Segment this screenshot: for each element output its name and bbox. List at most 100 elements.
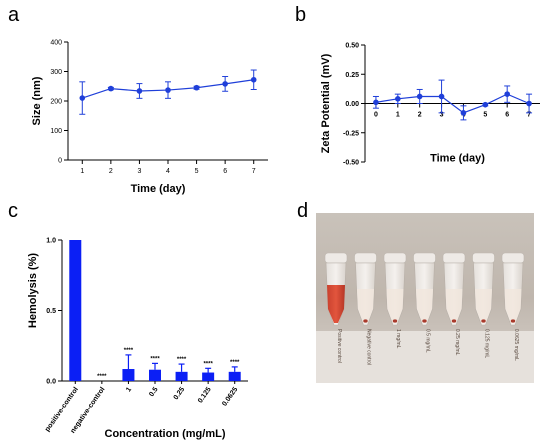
chart-b: 0.500.250.00-0.25-0.5001234567Time (day)… [320, 43, 540, 167]
pellet [481, 319, 486, 323]
data-point [136, 88, 143, 94]
tube-cap [354, 252, 377, 264]
data-point [416, 93, 423, 100]
photo-bench [316, 331, 534, 383]
tube-cap [383, 252, 407, 264]
x-tick-label: 0.125 [197, 386, 213, 404]
tube-cap [472, 252, 495, 264]
x-tick-label: 2 [418, 112, 422, 119]
significance-label: **** [150, 356, 160, 362]
clear-solution [386, 289, 404, 323]
data-point [79, 95, 86, 101]
clear-solution [416, 289, 433, 323]
tube-cap [442, 252, 466, 264]
panel-letter-b: b [295, 4, 307, 26]
x-tick-label: 6 [223, 168, 227, 175]
chart-c: 0.0 0.5 1.0 Hemolysis (%) Concentration (mg/… [27, 238, 248, 440]
x-tick-label: 7 [527, 112, 531, 119]
data-point [222, 81, 228, 87]
tube: 1 mg/mL [383, 252, 407, 349]
tube: Negative control [354, 252, 377, 365]
pellet [510, 319, 516, 323]
bar [122, 369, 135, 381]
tube: 0.125 mg/mL [472, 252, 495, 358]
data-point [504, 91, 510, 97]
tube-label: Positive control [336, 329, 342, 363]
x-tick-label: 5 [195, 168, 199, 175]
pellet [392, 319, 398, 323]
series-line [375, 93, 530, 114]
pellet [363, 319, 368, 323]
chart-a: 0 100 200 300 400 1 2 3 4 5 6 7 Time (day) Size (nm) [31, 40, 268, 195]
x-tick-label: 0 [374, 112, 378, 119]
tube: 0.25 mg/mL [442, 252, 466, 356]
y-tick-label: 0.50 [345, 43, 359, 50]
x-tick-label: 6 [505, 112, 509, 119]
tube-label: 1 mg/mL [395, 329, 401, 349]
tube-label: 0.25 mg/mL [454, 329, 460, 356]
bar [149, 369, 161, 381]
x-tick-label: 4 [166, 168, 170, 175]
x-tick-label: 0.25 [173, 386, 187, 401]
bar [228, 371, 241, 381]
y-tick-label: 0.25 [345, 72, 359, 79]
y-tick-label: 300 [50, 69, 62, 76]
y-tick-label: -0.50 [343, 160, 359, 167]
data-point [395, 96, 401, 102]
x-tick-label: 1 [125, 386, 133, 393]
clear-solution [475, 289, 492, 323]
tube-label: 0.125 mg/mL [484, 329, 490, 358]
x-tick-label: 0.0625 [221, 386, 239, 408]
x-tick-label: 1 [80, 168, 84, 175]
x-axis-label: Time (day) [430, 153, 485, 165]
y-tick-label: 0 [58, 158, 62, 165]
pellet [422, 319, 427, 323]
y-tick-label: 0.00 [345, 101, 359, 108]
tube: 0.5 mg/mL [413, 252, 436, 353]
clear-solution [445, 289, 463, 323]
bar [175, 371, 188, 381]
x-tick-label: 3 [137, 168, 141, 175]
tube-cap [413, 252, 436, 264]
y-axis-label: Size (nm) [31, 76, 43, 125]
x-tick-label: 1 [396, 112, 400, 119]
data-point [193, 84, 200, 91]
x-tick-label: 3 [440, 112, 444, 119]
data-point [250, 76, 257, 83]
y-tick-label: 1.0 [46, 238, 56, 245]
tube-label: Negative control [366, 329, 372, 365]
y-axis-label: Zeta Potential (mV) [320, 53, 332, 153]
y-tick-label: 0.0 [46, 379, 56, 386]
significance-label: **** [203, 361, 213, 367]
data-point [526, 100, 532, 107]
y-axis-label: Hemolysis (%) [27, 253, 39, 329]
y-tick-label: 200 [50, 99, 62, 106]
significance-label: **** [177, 357, 187, 363]
tube: 0.0625 mg/mL [501, 252, 525, 361]
pellet [451, 319, 457, 323]
red-solution [327, 285, 345, 323]
data-point [460, 110, 467, 116]
tube-label: 0.5 mg/mL [425, 329, 431, 353]
x-tick-label: 0.5 [148, 386, 159, 398]
significance-label: **** [230, 360, 240, 366]
tube: Positive control [324, 252, 348, 363]
panel-letter-a: a [8, 4, 20, 26]
bar [202, 372, 215, 381]
panel-letter-c: c [8, 200, 18, 222]
tube-label: 0.0625 mg/mL [513, 329, 519, 361]
tube-cap [324, 252, 348, 264]
x-axis-label: Concentration (mg/mL) [105, 428, 226, 440]
clear-solution [357, 289, 374, 323]
significance-label: **** [97, 374, 107, 380]
x-tick-label: 2 [109, 168, 113, 175]
tube-cap [501, 252, 525, 264]
x-tick-label: 7 [252, 168, 256, 175]
y-tick-label: 0.5 [46, 308, 56, 315]
data-point [108, 85, 114, 92]
hemolysis-photo: Positive control Negative control 1 mg/mL 0… [316, 213, 534, 383]
data-point [482, 101, 489, 108]
significance-label: **** [124, 348, 134, 354]
bar [69, 240, 82, 381]
y-tick-label: 400 [50, 40, 62, 47]
